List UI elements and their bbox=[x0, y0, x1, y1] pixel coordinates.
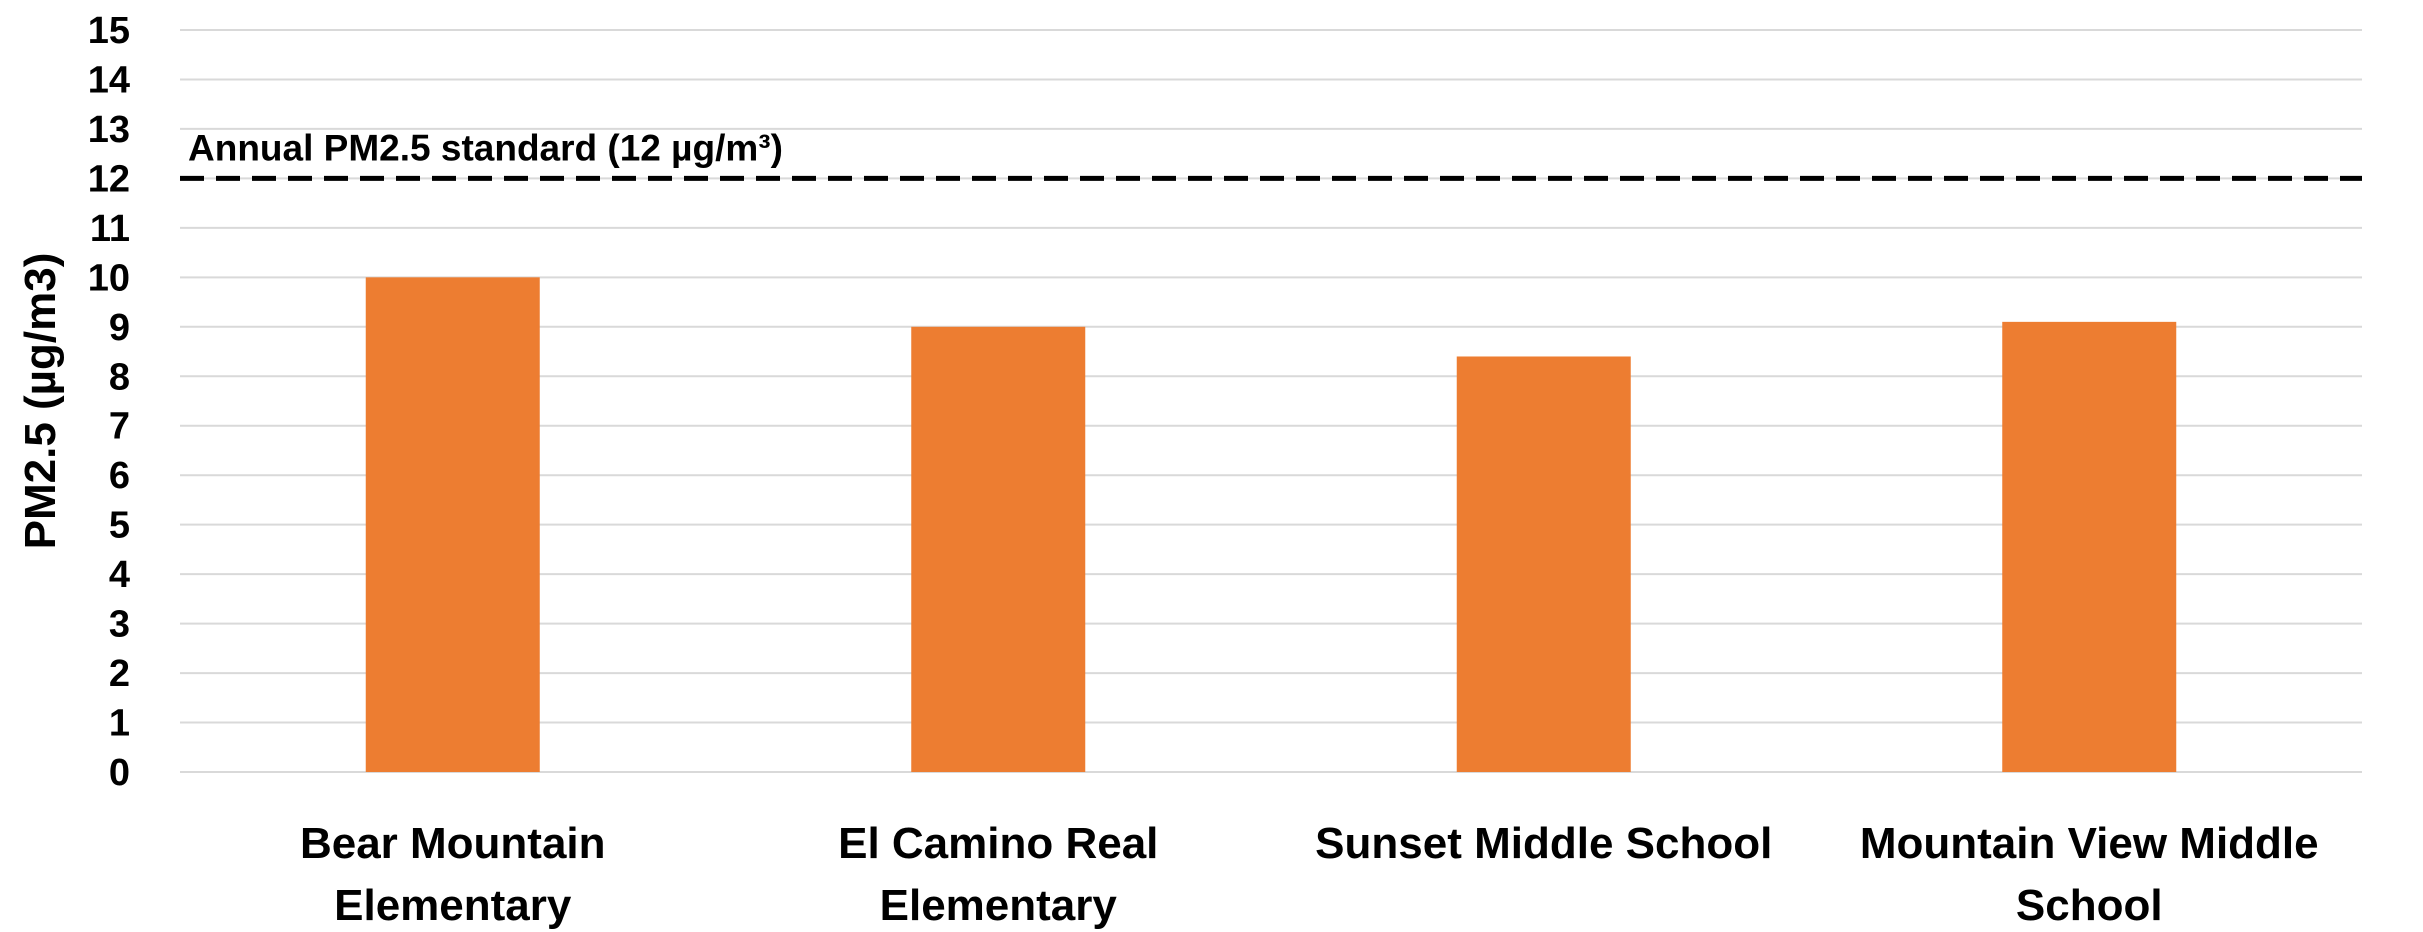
x-category-label: Sunset Middle School bbox=[1315, 819, 1772, 868]
bar bbox=[365, 277, 540, 772]
y-tick-label: 1 bbox=[109, 703, 130, 745]
bar bbox=[911, 326, 1086, 772]
x-axis-categories: Bear Mountain Elementary El Camino Real Ele… bbox=[300, 819, 2319, 930]
y-tick-label: 3 bbox=[109, 604, 130, 646]
y-tick-label: 8 bbox=[109, 356, 130, 398]
y-tick-label: 6 bbox=[109, 455, 130, 497]
y-tick-label: 0 bbox=[109, 752, 130, 794]
y-tick-label: 7 bbox=[109, 406, 130, 448]
bar bbox=[1456, 356, 1631, 772]
bar bbox=[2002, 321, 2177, 772]
y-tick-label: 11 bbox=[90, 208, 130, 250]
y-tick-label: 12 bbox=[88, 158, 130, 200]
y-tick-label: 13 bbox=[88, 109, 130, 151]
y-tick-label: 4 bbox=[109, 554, 130, 596]
x-category-label: El Camino Real Elementary bbox=[838, 819, 1158, 930]
y-tick-label: 14 bbox=[88, 59, 130, 101]
x-category-label: Bear Mountain Elementary bbox=[300, 819, 606, 930]
y-axis-title: PM2.5 (µg/m3) bbox=[16, 253, 65, 550]
x-category-label: Mountain View Middle School bbox=[1860, 819, 2319, 930]
reference-line-group: Annual PM2.5 standard (12 µg/m³) bbox=[180, 127, 2362, 181]
y-tick-label: 15 bbox=[88, 10, 130, 52]
bars bbox=[365, 277, 2177, 772]
reference-line-label: Annual PM2.5 standard (12 µg/m³) bbox=[188, 127, 783, 168]
y-tick-label: 9 bbox=[109, 307, 130, 349]
y-tick-label: 10 bbox=[88, 257, 130, 299]
y-tick-label: 2 bbox=[109, 653, 130, 695]
y-tick-label: 5 bbox=[109, 505, 130, 547]
